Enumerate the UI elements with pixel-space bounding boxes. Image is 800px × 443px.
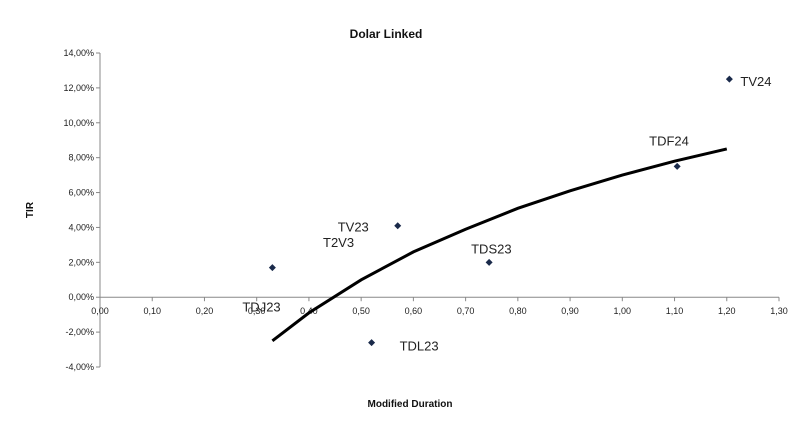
y-tick-label: 8,00% bbox=[68, 153, 94, 163]
data-point-marker bbox=[725, 75, 733, 83]
data-point-marker bbox=[485, 258, 493, 266]
x-tick-label: 0,10 bbox=[143, 306, 161, 316]
t2v3-annotation: T2V3 bbox=[323, 235, 354, 250]
x-tick-label: 0,70 bbox=[457, 306, 475, 316]
x-tick-label: 0,30 bbox=[248, 306, 266, 316]
x-tick-label: 1,20 bbox=[718, 306, 736, 316]
y-tick-label: 12,00% bbox=[63, 83, 94, 93]
y-tick-label: 4,00% bbox=[68, 222, 94, 232]
y-tick-label: 0,00% bbox=[68, 292, 94, 302]
x-tick-label: 1,30 bbox=[770, 306, 788, 316]
data-point-marker bbox=[268, 264, 276, 272]
x-tick-label: 1,10 bbox=[666, 306, 684, 316]
y-tick-label: 2,00% bbox=[68, 257, 94, 267]
x-tick-label: 0,80 bbox=[509, 306, 527, 316]
data-point-marker bbox=[394, 222, 402, 230]
data-point-label: TV23 bbox=[338, 220, 369, 235]
y-tick-label: 10,00% bbox=[63, 118, 94, 128]
data-points: TDJ23 TDL23 TV23 TDS23 TDF24 TV24 bbox=[242, 74, 771, 353]
y-ticks: -4,00% -2,00% 0,00% 2,00% 4,00% 6,00% 8,00% 10,… bbox=[63, 48, 100, 372]
data-point-label: TV24 bbox=[740, 74, 771, 89]
y-tick-label: 14,00% bbox=[63, 48, 94, 58]
x-tick-label: 0,60 bbox=[405, 306, 423, 316]
x-tick-label: 1,00 bbox=[614, 306, 632, 316]
x-tick-label: 0,20 bbox=[196, 306, 214, 316]
trendline bbox=[271, 147, 728, 342]
y-tick-label: -2,00% bbox=[65, 327, 94, 337]
data-point-label: TDL23 bbox=[400, 339, 439, 354]
y-tick-label: -4,00% bbox=[65, 362, 94, 372]
data-point-label: TDS23 bbox=[471, 241, 511, 256]
data-point-label: TDF24 bbox=[649, 133, 689, 148]
x-axis-title: Modified Duration bbox=[368, 399, 453, 410]
x-tick-label: 0,90 bbox=[561, 306, 579, 316]
y-axis-title: TIR bbox=[25, 201, 36, 218]
x-ticks: 0,00 0,10 0,20 0,30 0,40 0,50 0,60 0,70 0,80 0,90… bbox=[91, 297, 788, 316]
y-tick-label: 6,00% bbox=[68, 188, 94, 198]
chart-title: Dolar Linked bbox=[350, 27, 423, 41]
data-point-marker bbox=[673, 162, 681, 170]
x-tick-label: 0,00 bbox=[91, 306, 109, 316]
data-point-marker bbox=[368, 339, 376, 347]
data-point-label: TDJ23 bbox=[242, 300, 280, 315]
x-tick-label: 0,50 bbox=[352, 306, 370, 316]
